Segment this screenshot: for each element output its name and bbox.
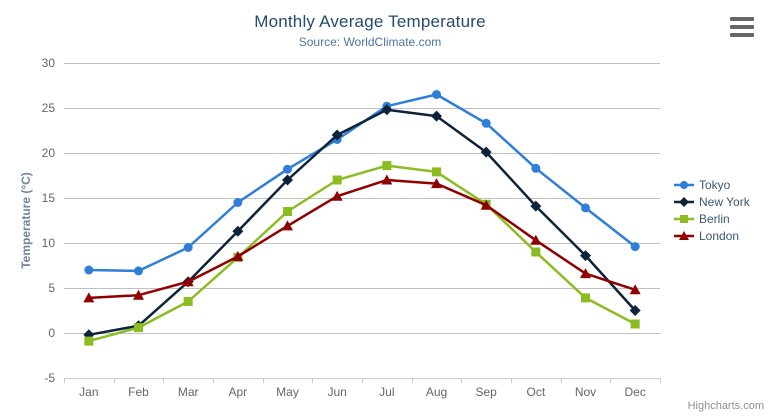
square-marker-icon — [581, 293, 590, 303]
x-tick-label: Apr — [228, 385, 247, 399]
y-tick-label: 25 — [42, 101, 56, 115]
square-marker-icon — [432, 167, 441, 177]
triangle-marker-icon — [282, 220, 293, 231]
triangle-marker-icon — [331, 190, 343, 201]
y-axis-labels: -5 0 5 10 15 20 25 30 — [42, 56, 56, 385]
legend-item-london[interactable]: London — [674, 227, 750, 244]
diamond-marker-icon — [431, 110, 442, 122]
highcharts-credit-link[interactable]: Highcharts.com — [687, 400, 764, 412]
diamond-marker-icon — [679, 196, 689, 207]
circle-marker-icon — [84, 265, 94, 275]
triangle-marker-icon — [629, 284, 641, 295]
square-marker-icon — [283, 207, 292, 216]
square-marker-icon — [680, 214, 688, 223]
circle-marker-icon — [183, 243, 193, 252]
diamond-marker-icon — [674, 196, 694, 207]
square-marker-icon — [531, 247, 541, 257]
series-london[interactable] — [83, 174, 641, 303]
legend-item-new-york[interactable]: New York — [674, 193, 750, 210]
triangle-marker-icon — [674, 230, 694, 240]
x-tick-label: May — [276, 385, 299, 399]
x-axis-labels: Jan Feb Mar Apr May Jun Jul Aug Sep Oct Nov Dec — [79, 385, 646, 399]
y-gridlines — [64, 63, 660, 379]
triangle-marker-icon — [480, 199, 492, 210]
square-marker-icon — [382, 161, 392, 171]
square-marker-icon — [630, 319, 640, 329]
circle-marker-icon — [481, 118, 491, 128]
diamond-marker-icon — [580, 250, 591, 262]
x-tick-label: Aug — [426, 385, 447, 399]
legend-label: Berlin — [699, 211, 730, 226]
series-line-berlin — [87, 164, 637, 343]
circle-marker-icon — [233, 198, 243, 207]
hamburger-menu-icon — [730, 17, 754, 21]
square-marker-icon — [332, 175, 342, 185]
y-axis-title: Temperature (°C) — [19, 172, 33, 269]
series-line-new-york — [87, 108, 637, 337]
y-tick-label: -5 — [44, 371, 55, 385]
triangle-marker-icon — [431, 178, 442, 189]
y-tick-label: 5 — [48, 281, 55, 295]
legend-label: New York — [699, 194, 750, 209]
triangle-marker-icon — [232, 251, 244, 261]
x-tick-label: Sep — [475, 385, 497, 399]
series-line-london — [87, 178, 637, 300]
y-tick-label: 10 — [42, 236, 56, 250]
square-marker-icon — [674, 214, 694, 223]
legend-item-berlin[interactable]: Berlin — [674, 210, 750, 227]
chart-title: Monthly Average Temperature — [254, 12, 486, 31]
export-menu-button[interactable] — [730, 17, 756, 37]
circle-marker-icon — [531, 163, 541, 173]
circle-marker-icon — [283, 164, 292, 174]
square-marker-icon — [134, 323, 143, 333]
y-tick-label: 0 — [48, 326, 55, 340]
x-tick-label: Jan — [79, 385, 98, 399]
chart-subtitle: Source: WorldClimate.com — [298, 35, 442, 49]
y-tick-label: 15 — [42, 191, 56, 205]
circle-marker-icon — [581, 203, 590, 213]
triangle-marker-icon — [530, 234, 542, 245]
square-marker-icon — [183, 297, 193, 306]
diamond-marker-icon — [629, 305, 641, 316]
triangle-marker-icon — [580, 268, 591, 279]
triangle-marker-icon — [381, 174, 393, 185]
x-tick-label: Dec — [624, 385, 645, 399]
series-tokyo[interactable] — [84, 90, 640, 276]
diamond-marker-icon — [381, 104, 393, 116]
x-tick-label: Oct — [526, 385, 545, 399]
x-tick-label: Nov — [575, 385, 596, 399]
triangle-marker-icon — [679, 230, 689, 240]
square-marker-icon — [84, 336, 94, 346]
diamond-marker-icon — [530, 200, 542, 212]
hamburger-menu-icon — [730, 33, 754, 37]
x-tick-label: Jun — [327, 385, 346, 399]
x-tick-label: Jul — [379, 385, 394, 399]
circle-marker-icon — [630, 242, 640, 252]
diamond-marker-icon — [282, 174, 293, 186]
x-tick-label: Feb — [128, 385, 149, 399]
legend-item-tokyo[interactable]: Tokyo — [674, 176, 750, 193]
x-axis — [64, 378, 661, 383]
triangle-marker-icon — [83, 292, 95, 303]
circle-marker-icon — [134, 266, 143, 276]
series-line-tokyo — [87, 93, 637, 273]
y-tick-label: 30 — [42, 56, 56, 70]
x-tick-label: Mar — [178, 385, 199, 399]
y-tick-label: 20 — [42, 146, 56, 160]
series-new-york[interactable] — [83, 104, 641, 341]
triangle-marker-icon — [133, 289, 144, 300]
diamond-marker-icon — [480, 146, 492, 158]
circle-marker-icon — [680, 180, 688, 189]
triangle-marker-icon — [182, 276, 194, 287]
diamond-marker-icon — [232, 225, 244, 237]
legend-label: Tokyo — [699, 177, 731, 192]
circle-marker-icon — [674, 180, 694, 189]
legend: Tokyo New York Berlin London — [674, 176, 750, 244]
legend-label: London — [699, 228, 740, 243]
diamond-marker-icon — [331, 129, 343, 141]
circle-marker-icon — [432, 90, 441, 99]
hamburger-menu-icon — [730, 25, 754, 29]
